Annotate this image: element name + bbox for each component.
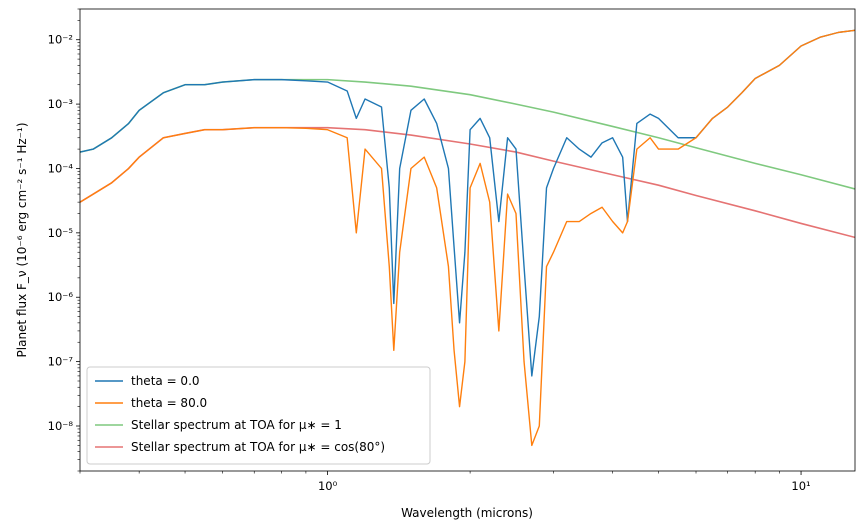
series-line-0 — [80, 29, 855, 377]
series-layer — [80, 29, 855, 447]
x-tick-label-1: 10¹ — [791, 479, 810, 493]
y-tick-label-1: 10⁻⁷ — [48, 355, 74, 369]
y-tick-label-3: 10⁻⁵ — [48, 226, 74, 240]
x-axis: 10⁰ 10¹ — [79, 471, 811, 493]
legend-label-2: Stellar spectrum at TOA for μ∗ = 1 — [131, 418, 342, 432]
series-line-1 — [80, 29, 855, 447]
legend-box — [86, 366, 431, 465]
x-tick-label-0: 10⁰ — [318, 479, 338, 493]
legend-label-3: Stellar spectrum at TOA for μ∗ = cos(80°… — [131, 440, 385, 454]
y-tick-label-2: 10⁻⁶ — [48, 290, 74, 304]
y-tick-label-4: 10⁻⁴ — [48, 161, 74, 175]
y-tick-label-0: 10⁻⁸ — [48, 419, 74, 433]
x-axis-label: Wavelength (microns) — [401, 506, 533, 520]
y-axis-label: Planet flux F_ν (10⁻⁶ erg cm⁻² s⁻¹ Hz⁻¹) — [15, 123, 29, 358]
plot-frame — [79, 8, 856, 472]
y-tick-label-6: 10⁻² — [48, 33, 73, 47]
legend-label-1: theta = 80.0 — [131, 396, 207, 410]
legend-label-0: theta = 0.0 — [131, 374, 200, 388]
y-tick-label-5: 10⁻³ — [48, 97, 74, 111]
legend: theta = 0.0 theta = 80.0 Stellar spectrum … — [86, 366, 431, 465]
y-axis: 10⁻⁸ 10⁻⁷ 10⁻⁶ 10⁻⁵ 10⁻⁴ 10⁻³ 10⁻² — [48, 8, 80, 472]
